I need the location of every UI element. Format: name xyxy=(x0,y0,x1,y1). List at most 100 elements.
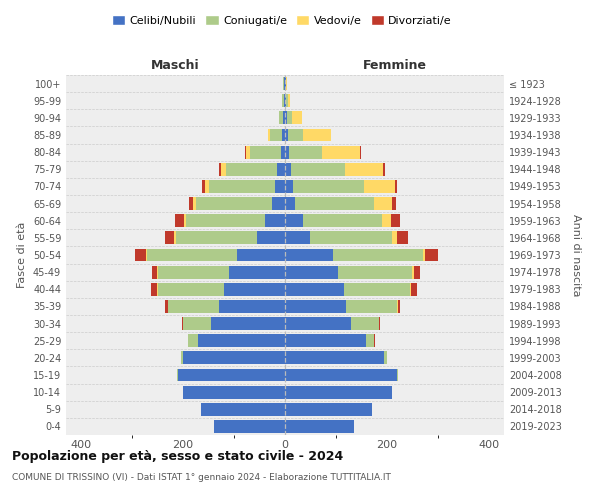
Bar xyxy=(175,214,184,227)
Bar xyxy=(224,283,285,296)
Legend: Celibi/Nubili, Coniugati/e, Vedovi/e, Divorziati/e: Celibi/Nubili, Coniugati/e, Vedovi/e, Di… xyxy=(107,10,457,30)
Bar xyxy=(281,146,285,158)
Bar xyxy=(272,197,285,210)
Bar xyxy=(193,197,196,210)
Bar xyxy=(287,112,292,124)
Bar xyxy=(291,163,344,175)
Bar xyxy=(410,283,411,296)
Bar xyxy=(285,317,351,330)
Bar xyxy=(158,266,229,278)
Bar xyxy=(285,197,295,210)
Bar xyxy=(285,386,392,398)
Bar xyxy=(158,283,224,296)
Bar xyxy=(205,180,209,193)
Bar xyxy=(411,283,417,296)
Bar xyxy=(391,214,400,227)
Text: Maschi: Maschi xyxy=(151,58,200,71)
Bar xyxy=(181,352,183,364)
Bar xyxy=(214,420,285,433)
Bar xyxy=(151,283,157,296)
Bar xyxy=(148,248,236,262)
Bar xyxy=(283,112,285,124)
Bar xyxy=(285,368,397,382)
Bar xyxy=(422,248,425,262)
Bar xyxy=(285,214,303,227)
Bar xyxy=(397,232,408,244)
Bar xyxy=(303,128,331,141)
Y-axis label: Fasce di età: Fasce di età xyxy=(17,222,27,288)
Bar xyxy=(285,112,287,124)
Text: Popolazione per età, sesso e stato civile - 2024: Popolazione per età, sesso e stato civil… xyxy=(12,450,343,463)
Bar xyxy=(257,232,285,244)
Bar xyxy=(280,112,283,124)
Bar xyxy=(425,248,438,262)
Bar xyxy=(152,266,157,278)
Bar xyxy=(285,180,293,193)
Bar xyxy=(285,334,367,347)
Bar xyxy=(285,248,334,262)
Bar xyxy=(344,163,383,175)
Bar xyxy=(226,163,277,175)
Bar xyxy=(289,146,322,158)
Bar xyxy=(188,334,199,347)
Bar xyxy=(382,214,391,227)
Bar xyxy=(245,146,246,158)
Bar xyxy=(189,197,193,210)
Bar xyxy=(334,248,422,262)
Bar xyxy=(183,386,285,398)
Bar xyxy=(379,317,380,330)
Bar xyxy=(285,146,289,158)
Bar xyxy=(184,214,185,227)
Bar xyxy=(285,94,286,107)
Bar xyxy=(285,283,344,296)
Bar xyxy=(284,94,285,107)
Bar xyxy=(146,248,148,262)
Bar xyxy=(310,232,392,244)
Bar xyxy=(385,352,387,364)
Bar xyxy=(285,232,310,244)
Bar xyxy=(344,283,410,296)
Bar xyxy=(398,300,400,313)
Bar xyxy=(176,232,257,244)
Bar xyxy=(199,334,285,347)
Bar xyxy=(285,352,385,364)
Bar xyxy=(183,317,211,330)
Bar xyxy=(286,94,287,107)
Bar xyxy=(221,163,226,175)
Text: COMUNE DI TRISSINO (VI) - Dati ISTAT 1° gennaio 2024 - Elaborazione TUTTITALIA.I: COMUNE DI TRISSINO (VI) - Dati ISTAT 1° … xyxy=(12,472,391,482)
Bar xyxy=(268,128,270,141)
Bar xyxy=(168,300,219,313)
Bar xyxy=(303,214,382,227)
Bar xyxy=(211,317,285,330)
Bar xyxy=(392,197,396,210)
Bar xyxy=(219,300,285,313)
Bar xyxy=(236,248,285,262)
Bar xyxy=(295,197,374,210)
Bar xyxy=(284,77,285,90)
Bar xyxy=(383,163,385,175)
Bar xyxy=(135,248,146,262)
Bar xyxy=(364,180,395,193)
Bar xyxy=(265,214,285,227)
Bar xyxy=(183,352,285,364)
Bar xyxy=(285,403,371,415)
Bar xyxy=(166,300,168,313)
Bar xyxy=(414,266,420,278)
Bar xyxy=(285,163,291,175)
Bar xyxy=(287,128,303,141)
Bar xyxy=(412,266,414,278)
Bar xyxy=(285,266,338,278)
Bar xyxy=(202,180,205,193)
Bar xyxy=(285,300,346,313)
Bar xyxy=(185,214,265,227)
Bar xyxy=(219,163,221,175)
Bar xyxy=(196,197,272,210)
Bar xyxy=(285,420,354,433)
Bar xyxy=(285,128,287,141)
Bar xyxy=(175,232,176,244)
Bar xyxy=(322,146,361,158)
Bar xyxy=(374,197,392,210)
Bar xyxy=(275,180,285,193)
Bar xyxy=(292,112,302,124)
Bar xyxy=(182,317,183,330)
